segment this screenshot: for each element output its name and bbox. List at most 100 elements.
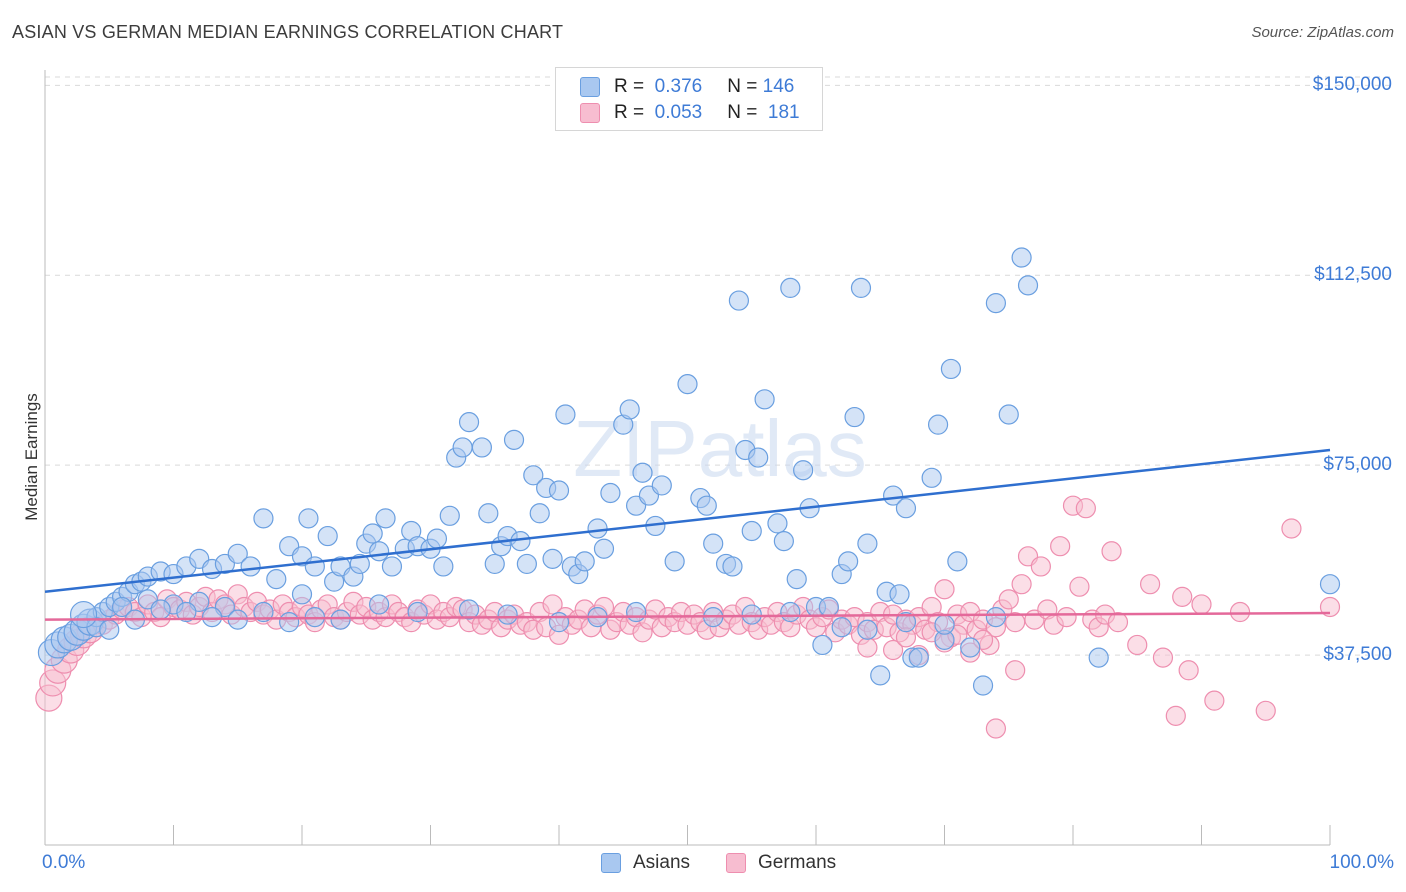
asians-point	[895, 498, 917, 519]
asians-point	[780, 601, 801, 623]
germans-point	[1152, 647, 1174, 668]
legend: R = 0.376 N = 146 R = 0.053 N = 181	[555, 67, 823, 131]
asians-point	[279, 612, 300, 633]
germans-point	[1056, 606, 1077, 628]
germans-swatch-icon	[580, 103, 600, 123]
asians-point	[227, 543, 248, 564]
asians-point	[375, 508, 396, 529]
asians-point	[998, 404, 1019, 425]
bottom-legend-germans: Germans	[726, 852, 836, 874]
germans-point	[1050, 536, 1071, 557]
asians-point	[927, 414, 949, 435]
legend-n-label: N =	[727, 102, 758, 123]
asians-point	[651, 475, 672, 496]
asians-point	[266, 569, 287, 590]
asians-point	[844, 406, 865, 428]
asians-point	[985, 292, 1007, 314]
asians-point	[728, 290, 750, 311]
germans-point	[1319, 596, 1341, 618]
asians-point	[433, 556, 454, 577]
germans-point	[1030, 556, 1051, 577]
y-tick-label: $112,500	[1314, 264, 1392, 286]
y-axis-label: Median Earnings	[22, 393, 41, 521]
asians-point	[703, 533, 724, 554]
legend-r-value: 0.376	[654, 76, 703, 97]
germans-point	[985, 718, 1007, 739]
asians-point	[960, 637, 981, 658]
asians-point	[298, 508, 319, 529]
asians-point	[176, 601, 197, 623]
germans-point	[857, 637, 878, 658]
germans-point	[1069, 576, 1090, 597]
germans-point	[1101, 541, 1122, 562]
germans-trendline	[44, 611, 1331, 621]
germans-point	[1229, 601, 1251, 623]
asians-point	[240, 556, 261, 577]
asians-point	[548, 612, 570, 633]
germans-point	[1139, 574, 1161, 595]
germans-point	[1191, 594, 1212, 615]
asians-point	[458, 412, 480, 433]
asians-point	[478, 503, 499, 524]
asians-point	[767, 513, 788, 534]
bottom-legend-label: Asians	[633, 852, 691, 873]
asians-point	[773, 531, 794, 552]
asians-point	[555, 404, 576, 425]
asians-point	[940, 358, 962, 380]
legend-n-value: 146	[762, 76, 795, 97]
y-tick-label: $75,000	[1323, 454, 1392, 476]
asians-point	[330, 609, 351, 630]
germans-point	[1178, 660, 1199, 681]
asians-point	[523, 465, 544, 486]
asians-point	[1088, 647, 1109, 668]
germans-point	[882, 639, 904, 661]
asians-point	[722, 556, 743, 577]
asians-point	[497, 604, 518, 625]
asians-point	[625, 601, 647, 623]
legend-row-asians: R = 0.376 N = 146	[580, 75, 794, 99]
germans-point	[1075, 498, 1096, 519]
germans-point	[1281, 518, 1302, 539]
asians-point	[362, 523, 383, 544]
asians-swatch-icon	[601, 853, 621, 873]
asians-point	[503, 429, 525, 450]
asians-point	[516, 553, 537, 575]
x-tick-label-max: 100.0%	[1329, 852, 1394, 873]
source-credit: Source: ZipAtlas.com	[1251, 24, 1394, 41]
asians-point	[548, 480, 570, 501]
asians-point	[150, 599, 171, 620]
asians-point	[870, 665, 891, 686]
asians-point	[529, 503, 550, 524]
asians-point	[921, 467, 942, 488]
asians-point	[696, 495, 717, 516]
y-tick-label: $37,500	[1323, 644, 1392, 666]
asians-point	[458, 599, 480, 620]
trendlines	[44, 448, 1331, 621]
chart-title: ASIAN VS GERMAN MEDIAN EARNINGS CORRELAT…	[12, 22, 564, 42]
bottom-legend-label: Germans	[758, 852, 837, 873]
asians-point	[831, 617, 852, 638]
axes	[44, 70, 1331, 846]
germans-point	[1255, 700, 1276, 721]
asians-point	[850, 277, 872, 299]
asians-point	[426, 528, 448, 549]
asians-point	[369, 594, 390, 615]
asians-point	[934, 614, 955, 635]
legend-r-label: R =	[614, 76, 645, 97]
germans-point	[1005, 660, 1026, 681]
asians-point	[780, 277, 801, 299]
asians-point	[818, 596, 839, 618]
asians-point	[754, 389, 775, 410]
asians-point	[793, 460, 814, 481]
asians-point	[838, 551, 859, 572]
asians-point	[593, 538, 615, 559]
germans-point	[1107, 612, 1129, 633]
asians-point	[111, 596, 133, 618]
asians-point	[369, 541, 390, 562]
asians-point	[587, 518, 608, 539]
germans-point	[1165, 705, 1186, 726]
asians-point	[452, 437, 473, 458]
asians-point	[253, 601, 274, 623]
germans-point	[998, 589, 1019, 610]
